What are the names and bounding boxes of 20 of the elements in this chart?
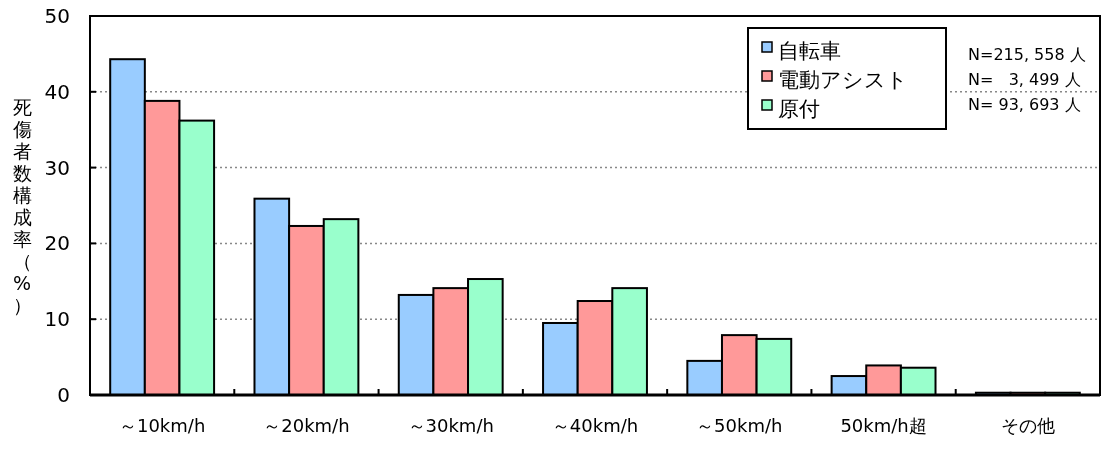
x-tick-label: 50km/h超 — [840, 415, 927, 436]
x-tick-label: ～20km/h — [263, 415, 350, 436]
x-tick-label: ～30km/h — [407, 415, 494, 436]
legend-label: 自転車 — [778, 39, 841, 63]
annotation: N=215, 558 人 — [968, 45, 1086, 64]
y-tick-label: 20 — [44, 231, 70, 256]
legend-label: 電動アシスト — [778, 68, 908, 92]
x-tick-label: その他 — [1000, 415, 1055, 436]
y-tick-label: 50 — [44, 4, 70, 28]
y-tick-label: 10 — [44, 307, 70, 332]
legend-label: 原付 — [778, 97, 820, 121]
y-tick-label: 30 — [44, 155, 70, 180]
x-tick-label: ～50km/h — [696, 415, 783, 436]
y-axis-title: 死傷者数構成率（%） — [12, 95, 32, 316]
y-tick-label: 0 — [57, 383, 70, 407]
annotation: N= 3, 499 人 — [968, 70, 1081, 89]
x-tick-label: ～10km/h — [118, 415, 206, 436]
y-tick-label: 40 — [44, 79, 70, 104]
annotation: N= 93, 693 人 — [968, 95, 1081, 114]
x-tick-label: ～40km/h — [551, 415, 639, 436]
